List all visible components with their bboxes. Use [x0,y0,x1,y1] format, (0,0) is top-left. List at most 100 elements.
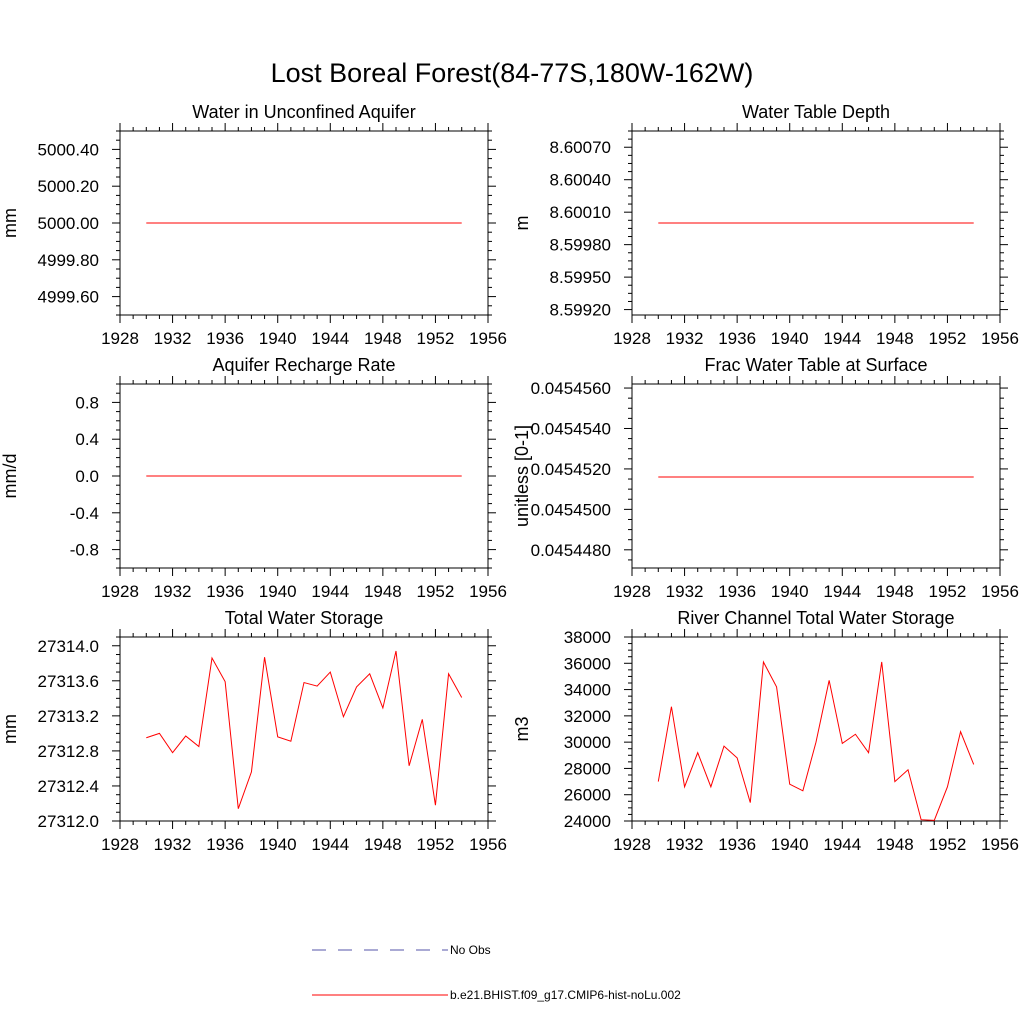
x-tick-label: 1944 [311,329,349,348]
x-tick-label: 1936 [718,582,756,601]
y-tick-label: 0.0454480 [531,541,611,560]
x-tick-label: 1932 [154,582,192,601]
y-tick-label: 38000 [564,628,611,647]
x-tick-label: 1948 [364,835,402,854]
x-tick-label: 1932 [666,582,704,601]
x-tick-label: 1928 [613,835,651,854]
y-axis-label: m [512,216,532,231]
y-tick-label: 0.4 [75,430,99,449]
x-tick-label: 1956 [469,582,507,601]
figure-title: Lost Boreal Forest(84-77S,180W-162W) [271,58,754,88]
y-tick-label: 27312.0 [38,812,99,831]
x-tick-label: 1944 [823,835,861,854]
y-tick-label: 27312.4 [38,777,99,796]
x-tick-label: 1952 [929,329,967,348]
y-tick-label: 32000 [564,707,611,726]
y-axis-label: mm [0,714,20,744]
x-tick-label: 1928 [101,835,139,854]
x-tick-label: 1928 [101,329,139,348]
panel-6: River Channel Total Water Storage m3 1928 1… [512,608,1019,854]
y-tick-label: 5000.20 [38,177,99,196]
x-tick-label: 1952 [929,582,967,601]
y-tick-label: -0.8 [70,541,99,560]
y-tick-label: 0.8 [75,393,99,412]
y-axis-label: m3 [512,716,532,741]
x-tick-label: 1932 [666,835,704,854]
panel-4: Frac Water Table at Surface unitless [0-1… [512,355,1019,601]
y-tick-label: 24000 [564,812,611,831]
y-tick-label: 8.60070 [550,138,611,157]
y-tick-label: 27313.2 [38,707,99,726]
panel-title: Water in Unconfined Aquifer [192,102,415,122]
y-tick-label: -0.4 [70,504,99,523]
x-tick-label: 1936 [206,835,244,854]
x-tick-label: 1944 [823,329,861,348]
x-tick-label: 1948 [364,329,402,348]
y-tick-label: 27312.8 [38,742,99,761]
y-tick-label: 36000 [564,654,611,673]
panel-5: Total Water Storage mm 1928 1932 1936 1940 194… [0,608,507,854]
x-tick-label: 1956 [981,582,1019,601]
x-tick-label: 1956 [469,329,507,348]
y-axis-label: unitless [0-1] [512,425,532,527]
panel-title: River Channel Total Water Storage [677,608,954,628]
legend: No Obs b.e21.BHIST.f09_g17.CMIP6-hist-no… [312,943,681,1002]
x-tick-label: 1928 [613,329,651,348]
y-tick-label: 8.59920 [550,301,611,320]
panel-title: Frac Water Table at Surface [704,355,927,375]
x-tick-label: 1944 [311,835,349,854]
x-tick-label: 1952 [417,582,455,601]
y-tick-label: 0.0 [75,467,99,486]
plot-frame [119,636,489,822]
x-tick-label: 1936 [718,835,756,854]
y-tick-label: 8.59950 [550,268,611,287]
x-tick-label: 1952 [929,835,967,854]
x-tick-label: 1928 [613,582,651,601]
x-tick-label: 1940 [771,329,809,348]
y-tick-label: 8.59980 [550,236,611,255]
y-tick-label: 0.0454540 [531,419,611,438]
x-tick-label: 1948 [876,329,914,348]
y-tick-label: 5000.40 [38,140,99,159]
x-tick-label: 1940 [259,835,297,854]
panel-grid: Water in Unconfined Aquifer mm 1928 1932 193… [0,102,1019,854]
y-tick-label: 0.0454520 [531,460,611,479]
plot-frame [631,383,1001,569]
y-tick-label: 27313.6 [38,672,99,691]
x-tick-label: 1940 [771,582,809,601]
series-line [657,660,975,821]
x-tick-label: 1948 [876,582,914,601]
x-tick-label: 1952 [417,329,455,348]
x-tick-label: 1936 [718,329,756,348]
y-tick-label: 34000 [564,681,611,700]
y-tick-label: 27314.0 [38,637,99,656]
panel-title: Water Table Depth [742,102,890,122]
series-line [146,650,463,809]
x-tick-label: 1928 [101,582,139,601]
x-tick-label: 1944 [311,582,349,601]
x-tick-label: 1940 [771,835,809,854]
x-tick-label: 1932 [154,329,192,348]
x-tick-label: 1956 [469,835,507,854]
legend-label-no-obs: No Obs [450,943,491,957]
y-axis-label: mm [0,208,20,238]
y-tick-label: 0.0454560 [531,379,611,398]
y-tick-label: 28000 [564,759,611,778]
x-tick-label: 1948 [364,582,402,601]
y-axis-label: mm/d [0,454,20,499]
x-tick-label: 1940 [259,582,297,601]
y-tick-label: 5000.00 [38,214,99,233]
x-tick-label: 1956 [981,835,1019,854]
x-tick-label: 1932 [154,835,192,854]
x-tick-label: 1936 [206,329,244,348]
x-tick-label: 1952 [417,835,455,854]
panel-title: Total Water Storage [225,608,383,628]
x-tick-label: 1948 [876,835,914,854]
x-tick-label: 1944 [823,582,861,601]
y-tick-label: 4999.60 [38,288,99,307]
y-tick-label: 0.0454500 [531,500,611,519]
panel-1: Water in Unconfined Aquifer mm 1928 1932 193… [0,102,507,348]
legend-label-model: b.e21.BHIST.f09_g17.CMIP6-hist-noLu.002 [450,988,681,1002]
panel-2: Water Table Depth m 1928 1932 1936 1940 1944 19… [512,102,1019,348]
